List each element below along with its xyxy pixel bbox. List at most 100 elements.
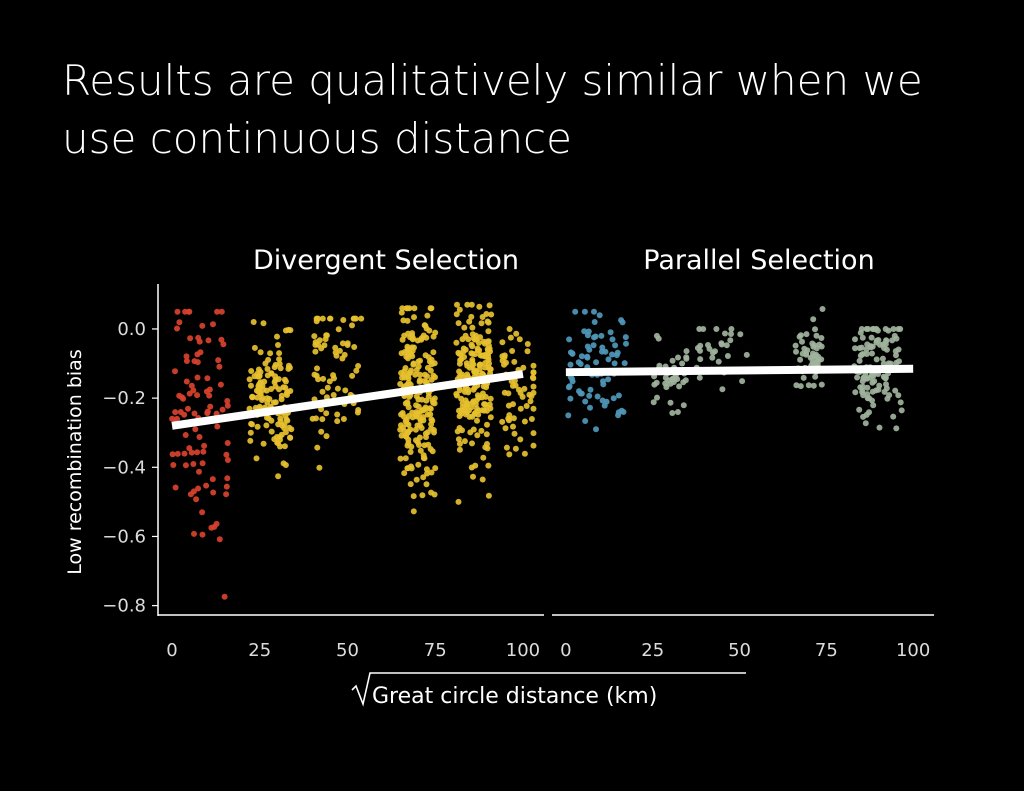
data-point — [857, 384, 864, 391]
data-point — [456, 368, 463, 375]
data-point — [611, 360, 618, 367]
data-point — [276, 433, 283, 440]
data-point — [464, 401, 471, 408]
data-point — [516, 336, 523, 343]
data-point — [530, 383, 537, 390]
data-point — [485, 328, 492, 335]
data-point — [653, 332, 660, 339]
data-point — [214, 308, 221, 315]
data-point — [424, 470, 431, 477]
panel-title-parallel: Parallel Selection — [643, 245, 874, 276]
data-point — [479, 370, 486, 377]
data-point — [513, 330, 520, 337]
x-tick-label-panel-2: 75 — [815, 640, 838, 661]
data-point — [194, 374, 201, 381]
data-point — [799, 338, 805, 345]
data-point — [486, 401, 493, 408]
data-point — [405, 352, 412, 359]
data-point — [324, 384, 331, 391]
data-point — [511, 430, 518, 437]
data-point — [187, 335, 194, 342]
data-point — [424, 411, 431, 418]
data-point — [268, 386, 275, 392]
data-point — [333, 352, 340, 359]
trend-lines — [171, 364, 914, 430]
data-point — [468, 313, 475, 320]
data-point — [575, 359, 582, 366]
data-point — [567, 395, 574, 402]
data-point — [480, 338, 487, 345]
data-point — [483, 431, 490, 438]
data-point — [403, 305, 410, 312]
data-point — [470, 473, 476, 480]
data-point — [482, 401, 488, 408]
data-point — [895, 392, 902, 399]
data-point — [510, 401, 516, 408]
data-point — [405, 330, 412, 337]
data-point — [683, 348, 690, 355]
data-point — [428, 425, 435, 432]
data-point — [203, 482, 210, 489]
data-point — [476, 303, 483, 310]
data-point — [524, 348, 531, 355]
trend-line-panel-2 — [565, 364, 914, 377]
data-point — [869, 397, 875, 404]
data-point — [455, 498, 462, 505]
data-point — [530, 442, 537, 449]
data-point — [423, 481, 430, 488]
data-point — [282, 412, 289, 419]
data-point — [286, 424, 293, 431]
data-point — [287, 434, 293, 441]
data-point — [459, 374, 465, 380]
data-point — [456, 440, 463, 447]
data-point — [318, 428, 325, 435]
data-point — [679, 360, 686, 367]
data-point — [718, 341, 725, 348]
data-point — [856, 406, 863, 413]
data-point — [223, 491, 230, 498]
data-point — [454, 301, 460, 308]
data-point — [591, 308, 597, 315]
data-point — [818, 335, 825, 341]
data-point — [506, 451, 513, 458]
data-point — [509, 348, 516, 354]
data-point — [190, 488, 197, 495]
x-tick-label-panel-2: 100 — [896, 640, 930, 661]
data-point — [172, 409, 179, 416]
data-point — [572, 308, 579, 315]
data-point — [896, 358, 902, 365]
data-point — [567, 349, 574, 356]
data-point — [482, 364, 489, 371]
data-point — [873, 356, 880, 363]
data-point — [282, 327, 289, 334]
data-point — [501, 352, 508, 359]
data-point — [248, 382, 254, 389]
data-point — [463, 360, 470, 367]
data-point — [284, 417, 291, 424]
data-point — [520, 364, 527, 371]
data-point — [683, 355, 690, 362]
data-point — [857, 329, 864, 336]
data-point — [591, 334, 597, 341]
data-point — [413, 476, 420, 483]
data-point — [427, 405, 434, 412]
data-point — [405, 346, 412, 352]
data-point — [622, 334, 629, 341]
data-point — [172, 368, 178, 375]
data-point — [482, 393, 489, 400]
data-point — [700, 326, 707, 332]
data-point — [340, 317, 347, 323]
data-point — [224, 475, 231, 482]
data-point — [477, 334, 484, 341]
data-point — [330, 392, 337, 398]
data-point — [415, 461, 422, 468]
data-point — [174, 325, 180, 332]
data-point — [412, 371, 419, 378]
data-point — [469, 350, 476, 357]
data-point — [404, 421, 411, 427]
data-point — [199, 531, 206, 538]
data-point — [486, 345, 493, 352]
data-point — [275, 421, 282, 428]
data-point — [486, 360, 492, 367]
